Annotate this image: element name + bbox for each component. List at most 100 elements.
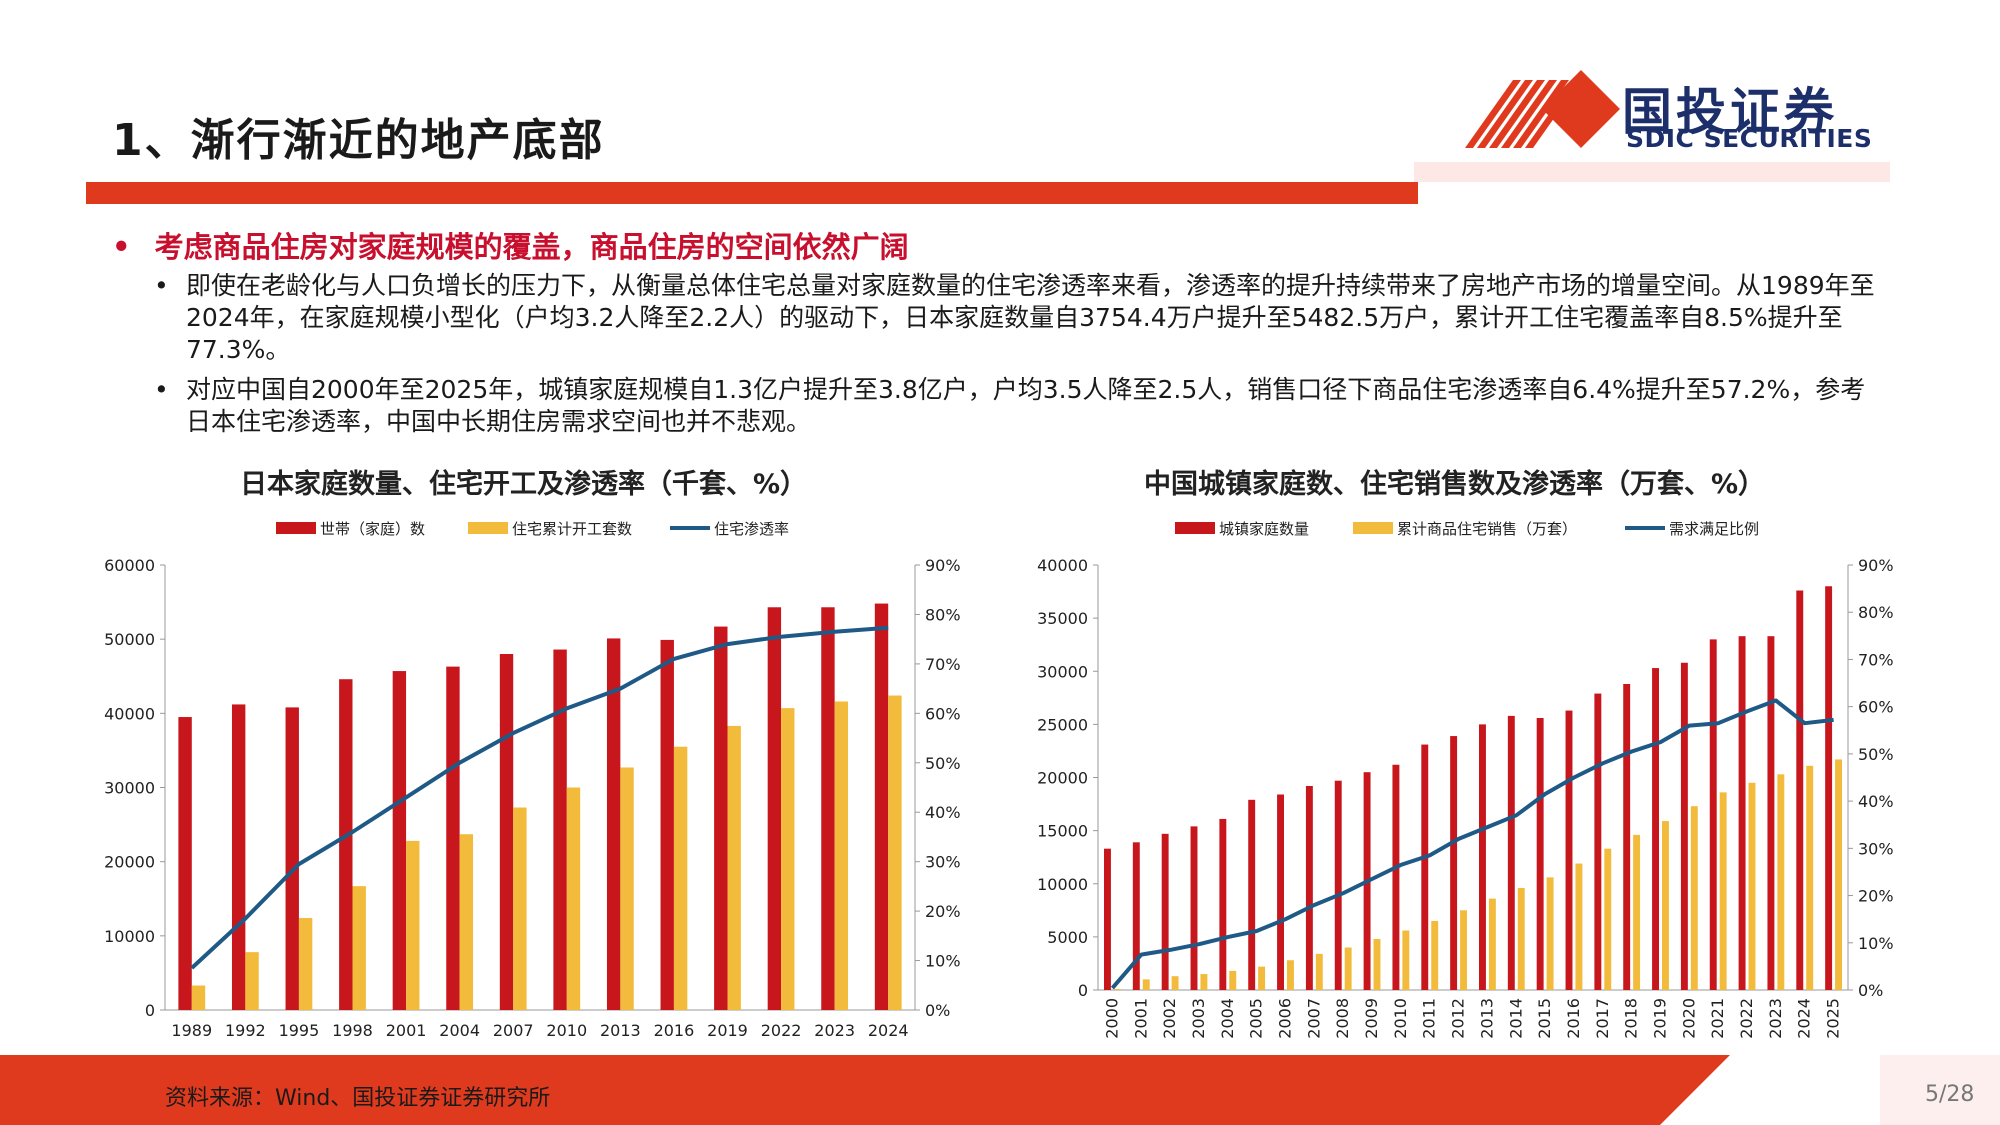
x-tick-label: 2012	[1449, 998, 1468, 1039]
bar-series2	[1142, 979, 1150, 990]
x-tick-label: 2003	[1189, 998, 1208, 1039]
bar-series2	[1200, 974, 1208, 990]
bar-series1	[1450, 736, 1458, 990]
x-tick-label: 2018	[1622, 998, 1641, 1039]
legend-swatch	[1175, 522, 1215, 534]
bar-series2	[1113, 988, 1121, 990]
y2-tick-label: 30%	[925, 853, 960, 872]
x-tick-label: 2009	[1362, 998, 1381, 1039]
bar-series2	[245, 952, 259, 1010]
x-tick-label: 2019	[1651, 998, 1670, 1039]
y-tick-label: 10000	[1037, 875, 1088, 894]
page-title: 1、渐行渐近的地产底部	[112, 115, 605, 166]
x-tick-label: 2023	[814, 1021, 855, 1040]
x-tick-label: 2021	[1708, 998, 1727, 1039]
bar-series2	[1460, 910, 1467, 990]
bar-series2	[834, 701, 849, 1010]
y2-tick-label: 40%	[925, 803, 960, 822]
y-tick-label: 60000	[104, 556, 155, 575]
x-tick-label: 2013	[1477, 998, 1496, 1039]
bar-series1	[660, 639, 674, 1010]
bar-series2	[1373, 939, 1381, 990]
y2-tick-label: 80%	[1858, 603, 1894, 622]
page-number: 5/28	[1925, 1082, 1975, 1107]
y2-tick-label: 70%	[1858, 650, 1894, 669]
bar-series1	[178, 717, 192, 1010]
x-tick-label: 2004	[1218, 998, 1237, 1039]
y2-tick-label: 0%	[1858, 981, 1883, 1000]
bar-series1	[1709, 639, 1717, 990]
bar-series2	[1690, 806, 1698, 990]
legend-label: 住宅渗透率	[714, 520, 789, 538]
x-tick-label: 2004	[439, 1021, 480, 1040]
logo-text-cn: 国投证券	[1622, 83, 1838, 141]
bar-series2	[1431, 920, 1439, 990]
y-tick-label: 30000	[104, 779, 155, 798]
bar-series2	[1777, 774, 1785, 990]
y-tick-label: 40000	[104, 704, 155, 723]
bar-series1	[392, 671, 407, 1010]
bar-series2	[1344, 947, 1352, 990]
bar-series1	[1680, 662, 1688, 990]
x-tick-label: 2002	[1160, 998, 1179, 1039]
bar-series1	[1565, 710, 1573, 990]
x-tick-label: 2008	[1333, 998, 1352, 1039]
logo-text-en: SDIC SECURITIES	[1626, 124, 1873, 153]
bullet-symbol: •	[154, 375, 169, 404]
y-tick-label: 20000	[104, 853, 155, 872]
y2-tick-label: 30%	[1858, 839, 1894, 858]
x-tick-label: 2010	[546, 1021, 587, 1040]
bar-series2	[566, 787, 581, 1010]
bar-series2	[459, 834, 474, 1010]
bar-series2	[781, 708, 795, 1010]
x-tick-label: 2010	[1391, 998, 1410, 1039]
bar-series2	[1662, 821, 1669, 990]
bar-series1	[1738, 636, 1746, 990]
bar-series1	[1594, 693, 1602, 990]
x-tick-label: 2006	[1276, 998, 1295, 1039]
x-tick-label: 2000	[1102, 998, 1121, 1039]
chart-japan: 世帯（家庭）数 住宅累计开工套数 住宅渗透率 0 10000 20000 30000 4000…	[104, 520, 960, 1040]
x-tick-label: 2015	[1535, 998, 1554, 1039]
bar-series1	[1248, 799, 1256, 990]
y-tick-label: 30000	[1037, 662, 1088, 681]
bar-series1	[606, 638, 621, 1010]
bar-series1	[1536, 718, 1544, 990]
x-tick-label: 2007	[1304, 998, 1323, 1039]
sub-bullet-text: 即使在老龄化与人口负增长的压力下，从衡量总体住宅总量对家庭数量的住宅渗透率来看，…	[186, 271, 1875, 364]
bar-series1	[1132, 842, 1140, 990]
legend-label: 世帯（家庭）数	[320, 520, 425, 538]
x-tick-label: 1992	[225, 1021, 266, 1040]
x-tick-label: 2025	[1824, 998, 1843, 1039]
bar-series2	[513, 807, 527, 1010]
bar-series2	[1604, 848, 1612, 990]
x-tick-label: 2016	[1564, 998, 1583, 1039]
bar-series1	[1796, 590, 1804, 990]
bar-series2	[1719, 792, 1727, 990]
bar-series2	[1171, 976, 1179, 990]
y2-tick-label: 20%	[1858, 887, 1894, 906]
bar-series1	[1767, 636, 1775, 990]
bar-series1	[1190, 826, 1198, 990]
bar-series1	[714, 626, 728, 1010]
bar-series1	[1334, 780, 1342, 990]
y2-tick-label: 60%	[1858, 698, 1894, 717]
x-tick-label: 2001	[386, 1021, 427, 1040]
title-underline-tail	[1414, 162, 1890, 182]
bar-series2	[1575, 863, 1583, 990]
line-series	[190, 625, 889, 970]
bar-series1	[821, 607, 835, 1010]
bar-series2	[1402, 930, 1410, 990]
chart-china: 城镇家庭数量 累计商品住宅销售（万套） 需求满足比例 0 5000 10000 15000 2…	[1037, 520, 1894, 1039]
x-tick-label: 2024	[868, 1021, 909, 1040]
y-tick-label: 15000	[1037, 822, 1088, 841]
legend-label: 住宅累计开工套数	[512, 520, 632, 538]
title-underline-bar	[86, 182, 1418, 204]
y2-tick-label: 70%	[925, 655, 960, 674]
main-bullet: • 考虑商品住房对家庭规模的覆盖，商品住房的空间依然广阔	[112, 224, 909, 266]
x-tick-label: 2023	[1766, 998, 1785, 1039]
y2-tick-label: 50%	[925, 754, 960, 773]
y2-tick-label: 0%	[925, 1001, 950, 1020]
x-tick-label: 2011	[1420, 998, 1439, 1039]
y-tick-label: 0	[1078, 981, 1088, 1000]
